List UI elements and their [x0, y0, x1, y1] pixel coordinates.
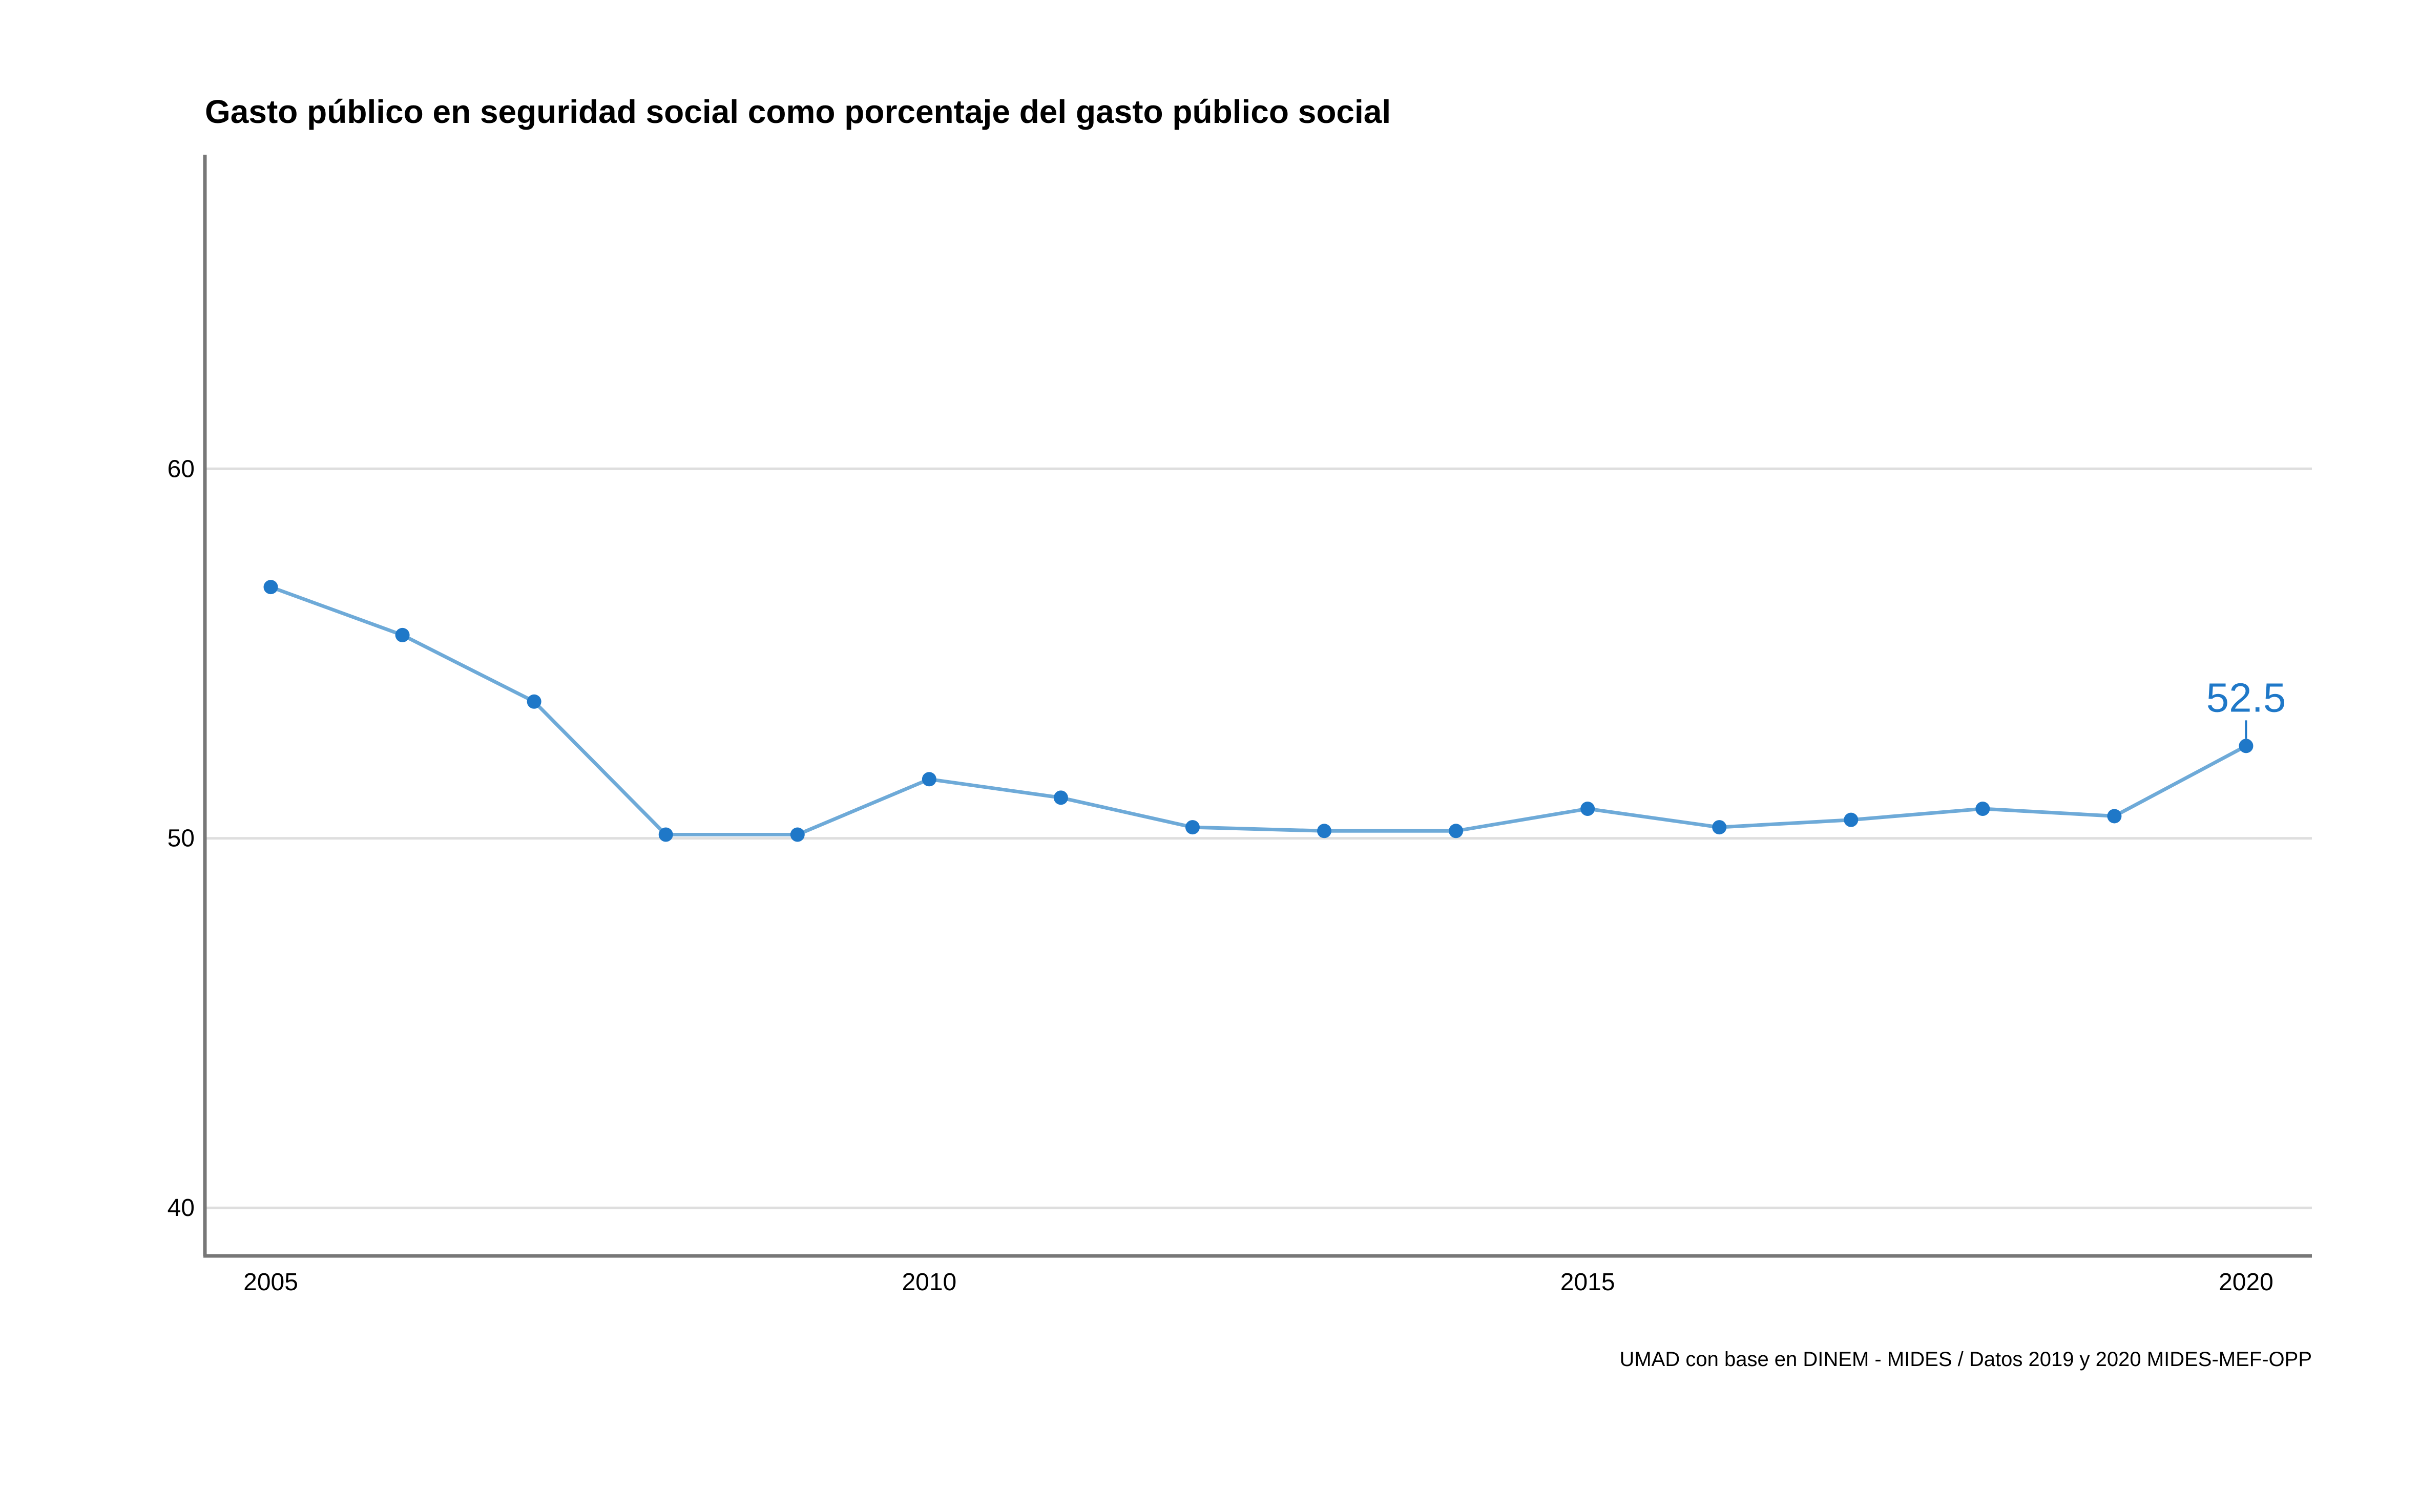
data-point	[1844, 812, 1859, 827]
y-tick-label: 40	[168, 1194, 195, 1222]
data-point	[527, 694, 541, 709]
x-tick-label: 2005	[243, 1269, 298, 1296]
x-tick-labels: 2005 2010 2015 2020	[243, 1269, 2273, 1296]
data-point	[1449, 824, 1464, 838]
y-tick-label: 60	[168, 455, 195, 482]
annotations: 52.5	[2206, 675, 2286, 739]
x-tick-label: 2010	[902, 1269, 956, 1296]
axes	[203, 155, 2312, 1258]
data-point	[1317, 824, 1332, 838]
series-line	[270, 585, 2247, 836]
data-point	[790, 827, 805, 842]
data-point	[2239, 739, 2254, 753]
y-tick-labels: 40 50 60	[168, 455, 195, 1222]
data-point	[658, 827, 673, 842]
value-label: 52.5	[2206, 675, 2286, 720]
y-tick-label: 50	[168, 825, 195, 852]
data-point	[1712, 820, 1727, 835]
chart-caption: UMAD con base en DINEM - MIDES / Datos 2…	[1619, 1348, 2312, 1371]
x-tick-label: 2020	[2219, 1269, 2273, 1296]
data-point	[1580, 802, 1595, 816]
data-point	[1185, 820, 1200, 835]
x-tick-label: 2015	[1560, 1269, 1615, 1296]
chart-title: Gasto público en seguridad social como p…	[205, 93, 1391, 130]
data-point	[395, 627, 410, 642]
gridlines	[206, 467, 2312, 1209]
series	[263, 580, 2254, 842]
data-point	[1053, 790, 1068, 805]
data-point	[263, 580, 278, 595]
data-point	[2107, 809, 2122, 824]
data-point	[922, 772, 936, 787]
data-point	[1975, 802, 1990, 816]
